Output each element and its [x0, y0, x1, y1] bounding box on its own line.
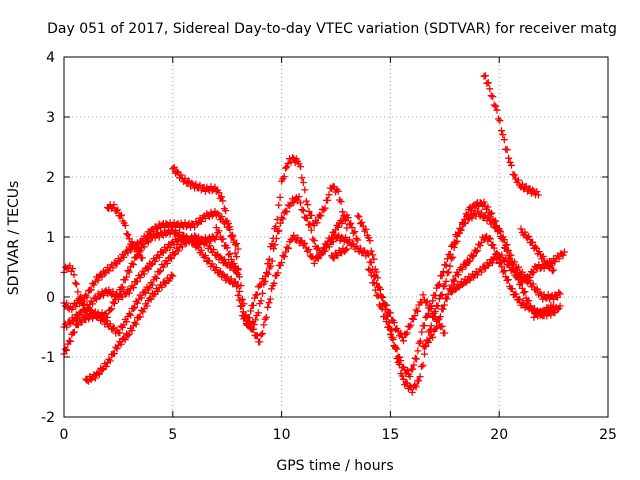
series-arc9 — [234, 231, 449, 346]
y-tick-label: 4 — [46, 50, 55, 66]
series-arc4 — [82, 271, 177, 385]
data-points-arc16 — [480, 72, 542, 199]
data-points-arc9 — [234, 231, 449, 346]
x-tick-label: 20 — [490, 427, 508, 443]
y-tick-label: 3 — [46, 110, 55, 126]
data-points-arc6 — [104, 201, 146, 262]
series-arc10 — [328, 244, 351, 262]
series-arc2 — [60, 232, 242, 337]
x-tick-label: 5 — [168, 427, 177, 443]
y-tick-label: -2 — [41, 410, 55, 426]
x-tick-label: 10 — [273, 427, 291, 443]
x-tick-label: 15 — [381, 427, 399, 443]
y-tick-label: -1 — [41, 350, 55, 366]
data-marks — [60, 72, 568, 396]
data-points-arc4 — [82, 271, 177, 385]
y-axis-label: SDTVAR / TECUs — [6, 181, 22, 296]
x-tick-label: 25 — [599, 427, 617, 443]
series-arc6 — [104, 201, 146, 262]
chart-title: Day 051 of 2017, Sidereal Day-to-day VTE… — [47, 21, 617, 37]
data-points-arc10 — [328, 244, 351, 262]
series-arc11 — [354, 198, 558, 396]
data-points-arc15 — [517, 225, 558, 275]
series-arc14 — [447, 248, 568, 296]
series-arc12 — [365, 207, 564, 380]
series-arc15 — [517, 225, 558, 275]
data-points-arc11 — [354, 198, 558, 396]
axis-ticks: 0 5 10 15 20 25 -2 -1 0 1 2 3 4 — [41, 50, 617, 443]
y-tick-label: 2 — [46, 170, 55, 186]
data-points-arc14 — [447, 248, 568, 296]
y-tick-label: 1 — [46, 230, 55, 246]
y-tick-label: 0 — [46, 290, 55, 306]
x-axis-label: GPS time / hours — [276, 458, 393, 474]
data-points-arc12 — [365, 207, 564, 380]
series-arc16 — [480, 72, 542, 199]
data-points-arc2 — [60, 232, 242, 337]
x-tick-label: 0 — [60, 427, 69, 443]
